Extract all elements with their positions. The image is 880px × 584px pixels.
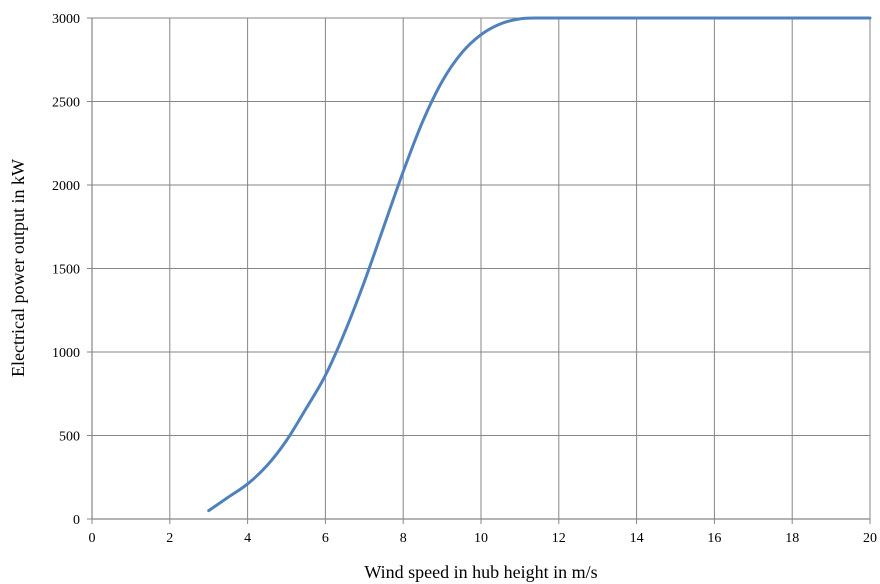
x-tick-label-10: 20: [863, 531, 877, 546]
x-tick-label-2: 4: [244, 531, 251, 546]
y-tick-label-1: 500: [59, 430, 80, 445]
x-tick-label-8: 16: [707, 531, 721, 546]
x-tick-label-1: 2: [166, 531, 173, 546]
y-tick-label-5: 2500: [52, 96, 80, 111]
y-tick-label-4: 2000: [52, 179, 80, 194]
axes: [87, 17, 871, 524]
x-tick-label-5: 10: [474, 531, 488, 546]
grid: [91, 17, 871, 520]
y-tick-label-3: 1500: [52, 263, 80, 278]
x-tick-label-6: 12: [552, 531, 566, 546]
y-tick-label-6: 3000: [52, 12, 80, 27]
x-tick-labels: 0 2 4 6 8 10 12 14 16 18 20: [89, 531, 878, 546]
y-axis-title: Electrical power output in kW: [8, 159, 28, 377]
y-tick-label-0: 0: [73, 513, 80, 528]
x-tick-label-7: 14: [630, 531, 644, 546]
y-tick-labels: 0 500 1000 1500 2000 2500 3000: [52, 12, 80, 528]
y-tick-label-2: 1000: [52, 346, 80, 361]
x-tick-label-4: 8: [400, 531, 407, 546]
series-layer: [207, 16, 872, 513]
x-tick-label-3: 6: [322, 531, 329, 546]
x-axis-title: Wind speed in hub height in m/s: [364, 562, 597, 582]
x-tick-label-0: 0: [89, 531, 96, 546]
x-tick-label-9: 18: [785, 531, 799, 546]
series-line-0: [207, 16, 872, 513]
